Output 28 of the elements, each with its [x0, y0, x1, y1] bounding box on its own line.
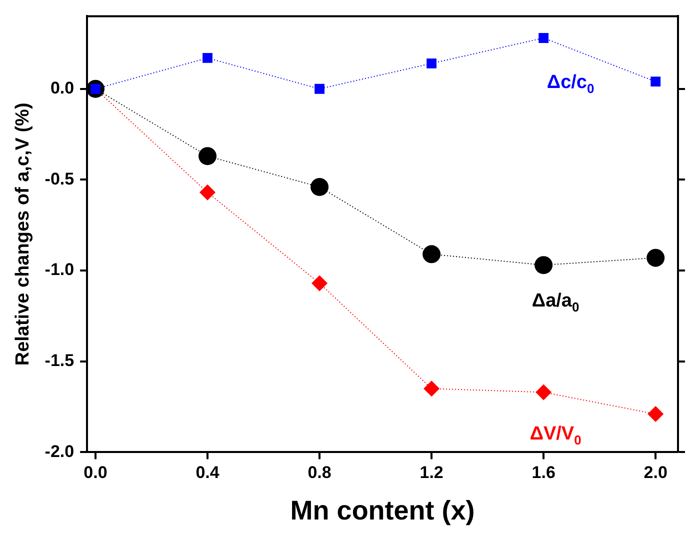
point	[202, 53, 212, 63]
point	[200, 184, 216, 200]
x-tick-label: 1.6	[532, 463, 556, 482]
point	[312, 275, 328, 292]
point	[538, 33, 549, 43]
y-tick-label: -0.5	[44, 169, 74, 188]
point	[534, 256, 553, 274]
point	[424, 380, 440, 397]
x-tick-label: 0.4	[196, 463, 220, 482]
x-axis-title: Mn content (x)	[290, 495, 475, 526]
x-tick-label: 0.0	[84, 463, 108, 482]
point	[198, 147, 217, 166]
point	[314, 84, 324, 94]
point	[646, 248, 665, 267]
point	[422, 245, 441, 264]
point	[650, 76, 661, 87]
point	[310, 178, 329, 196]
point	[648, 406, 664, 422]
y-tick-label: -1.0	[44, 260, 74, 280]
point	[536, 384, 552, 400]
y-tick-label: 0.0	[50, 78, 74, 98]
x-tick-label: 0.8	[308, 463, 332, 482]
y-axis-title: Relative changes of a,c,V (%)	[12, 102, 34, 366]
y-tick-label: -1.5	[44, 351, 74, 370]
x-tick-label: 1.2	[420, 463, 444, 482]
x-tick-label: 2.0	[644, 463, 668, 482]
y-tick-label: -2.0	[44, 442, 74, 461]
point	[426, 58, 437, 68]
